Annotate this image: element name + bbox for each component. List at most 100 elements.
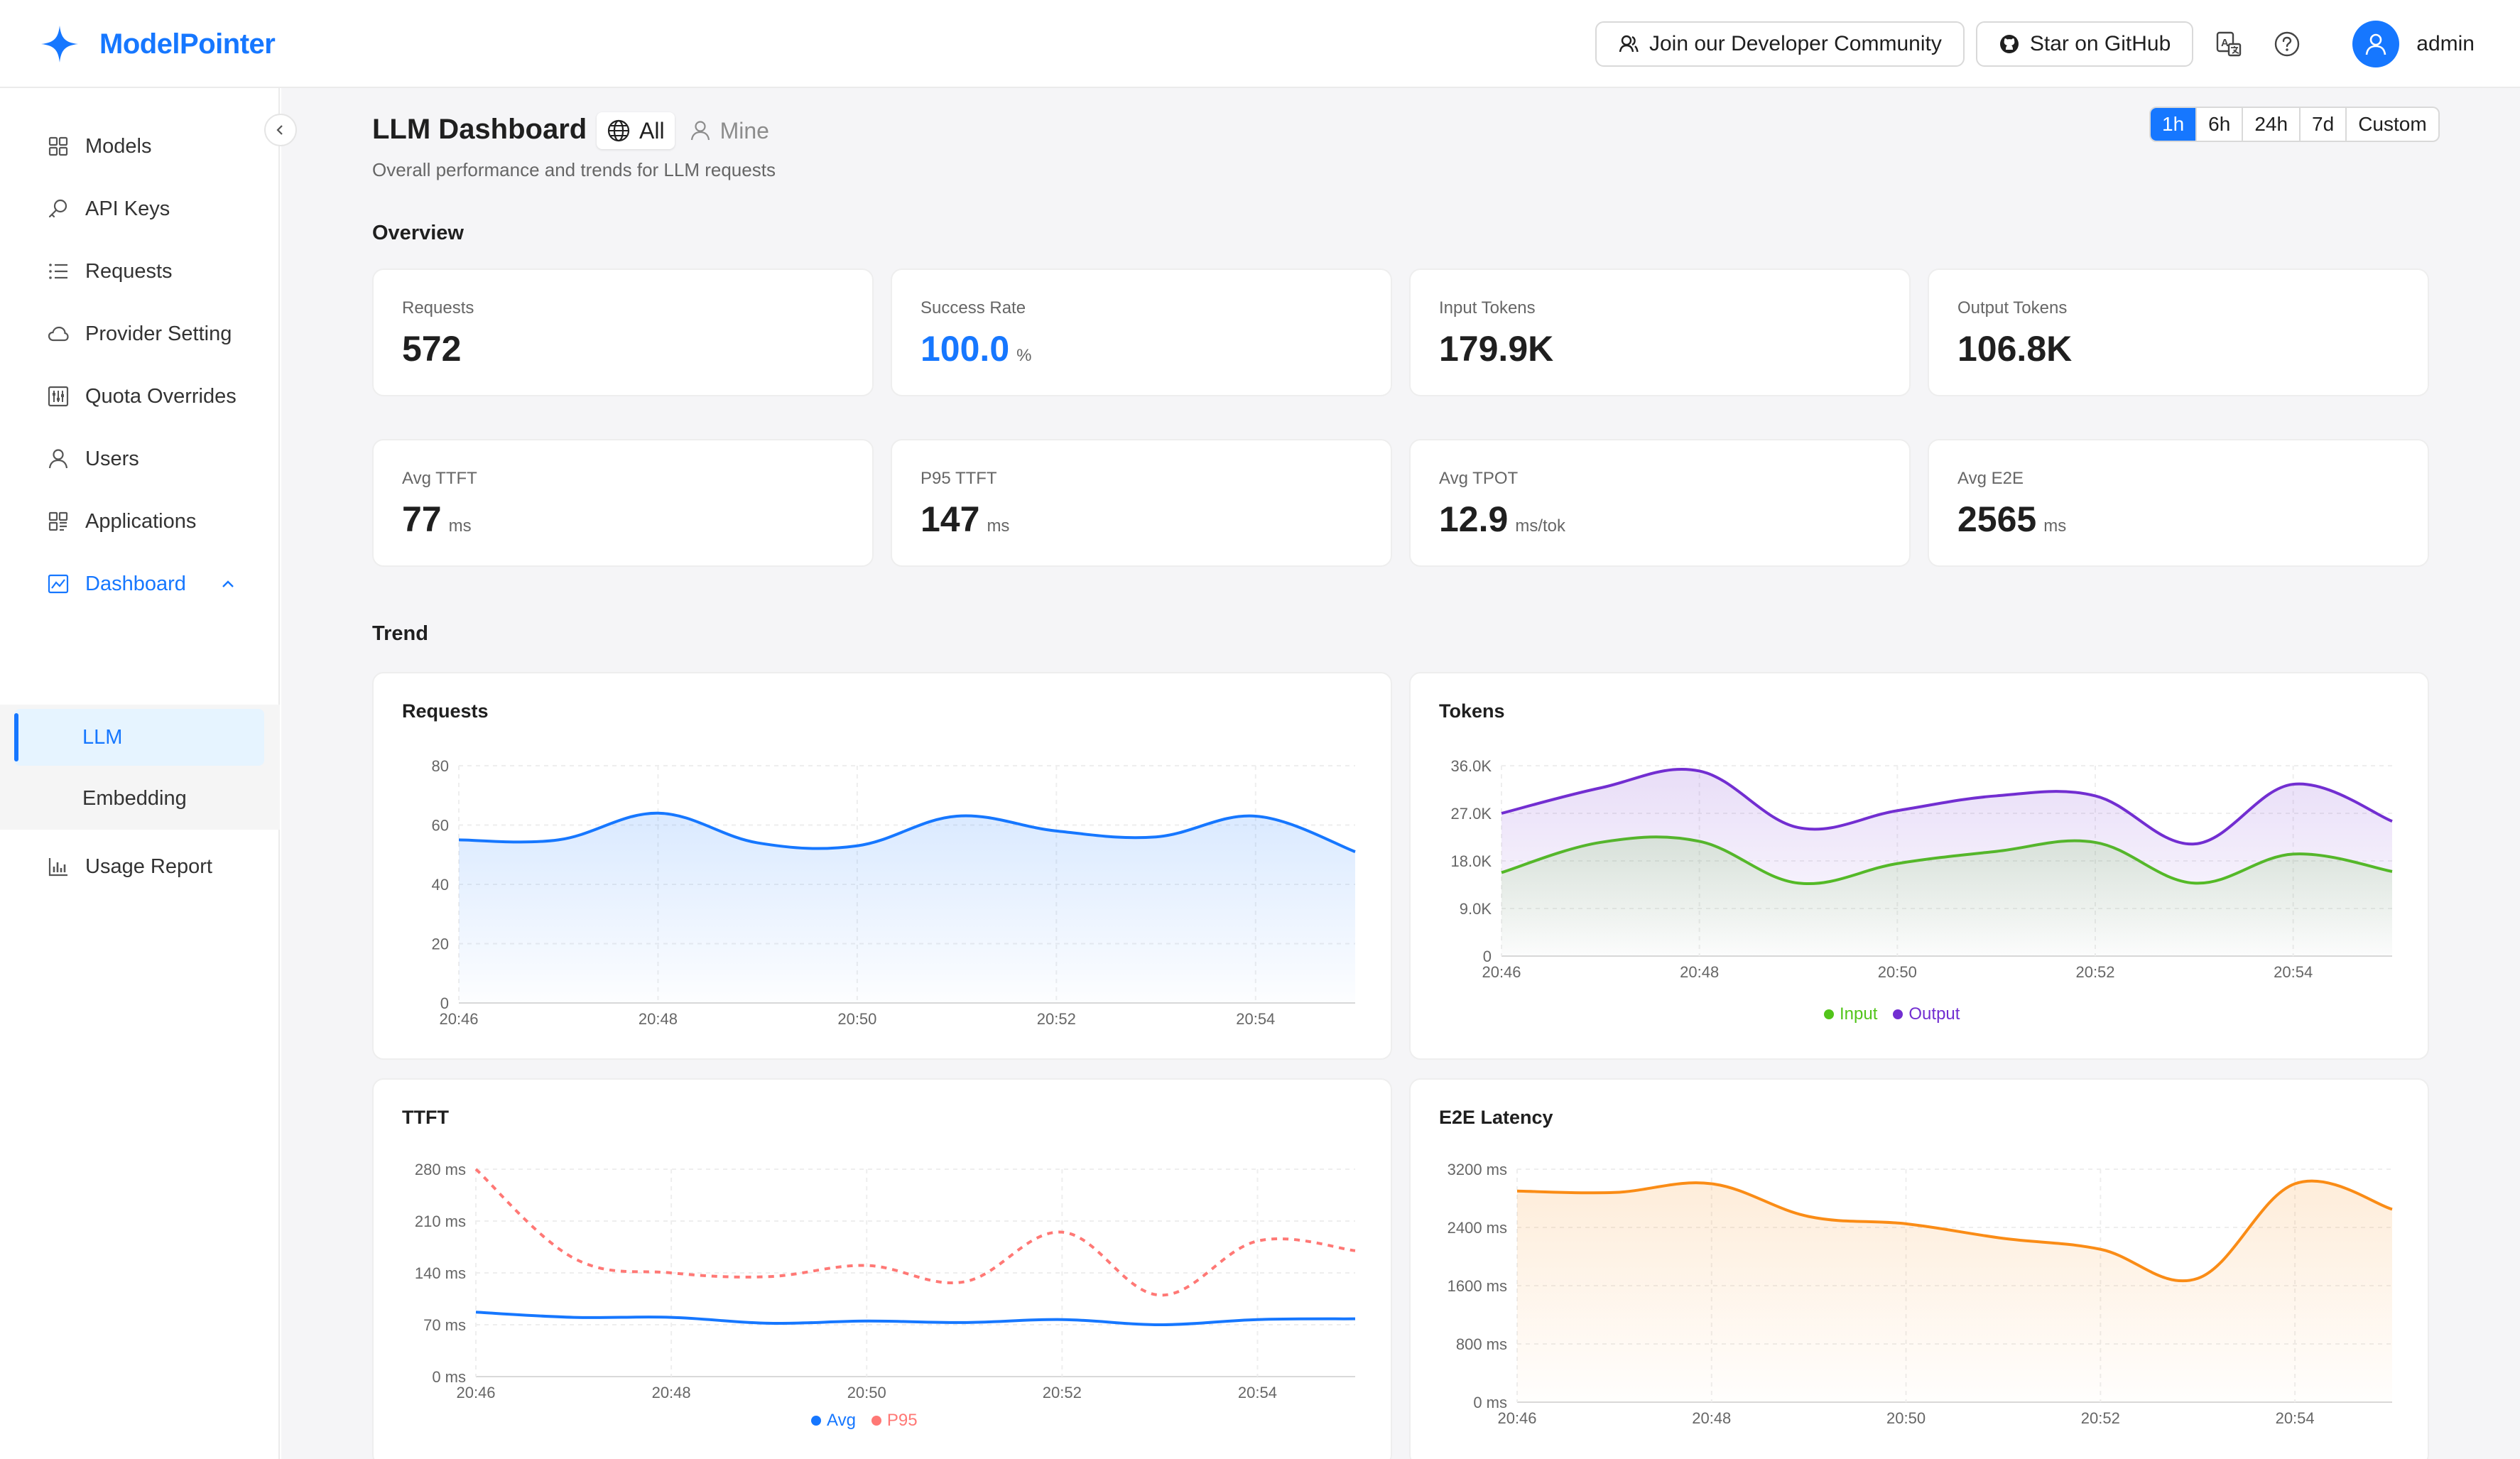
sidebar-item-requests[interactable]: Requests xyxy=(0,240,280,303)
sidebar-item-label: Requests xyxy=(85,259,173,283)
x-tick-label: 20:54 xyxy=(1238,1384,1277,1401)
stat-label: Avg E2E xyxy=(1957,469,2024,488)
scope-toggle: All Mine xyxy=(597,111,783,151)
sidebar-item-users[interactable]: Users xyxy=(0,428,280,490)
sidebar-item-dashboard[interactable]: Dashboard xyxy=(0,553,280,615)
sidebar-collapse-button[interactable] xyxy=(264,114,297,146)
stat-label: Avg TPOT xyxy=(1439,469,1519,488)
stat-value: 77 xyxy=(402,499,442,539)
chart-card-ttft: TTFT 0 ms 70 ms 140 ms 210 ms 280 ms 20:46 20:… xyxy=(372,1078,1392,1459)
legend-dot xyxy=(1893,1009,1903,1019)
stat-value: 12.9 xyxy=(1439,499,1509,539)
x-tick-label: 20:46 xyxy=(456,1384,495,1401)
x-tick-label: 20:52 xyxy=(2081,1409,2120,1427)
legend-label: Output xyxy=(1908,1004,1960,1024)
time-range-selector: 1h 6h 24h 7d Custom xyxy=(2149,107,2440,142)
e2e-latency-chart: 0 ms 800 ms 1600 ms 2400 ms 3200 ms 20:46 20:4… xyxy=(1448,1161,2393,1427)
y-tick-label: 0 ms xyxy=(1473,1394,1507,1411)
scope-all-label: All xyxy=(639,117,665,143)
top-actions: Join our Developer Community Star on Git… xyxy=(1584,20,2475,68)
chart-title: TTFT xyxy=(402,1107,449,1128)
stat-card-avg-e2e: Avg E2E 2565 ms xyxy=(1928,439,2429,567)
legend-item-output[interactable]: Output xyxy=(1893,1004,1960,1024)
stat-label: Success Rate xyxy=(920,298,1026,318)
x-tick-label: 20:52 xyxy=(2075,963,2114,981)
join-community-button[interactable]: Join our Developer Community xyxy=(1595,21,1965,67)
legend-label: Input xyxy=(1840,1004,1878,1024)
legend-item-input[interactable]: Input xyxy=(1824,1004,1877,1024)
range-7d-button[interactable]: 7d xyxy=(2299,108,2345,141)
legend-label: Avg xyxy=(827,1411,856,1430)
requests-chart: 0 20 40 60 80 20:46 20:48 20:50 20:52 20:54 xyxy=(432,757,1356,1028)
y-tick-label: 1600 ms xyxy=(1448,1277,1507,1295)
x-tick-label: 20:50 xyxy=(847,1384,886,1401)
translate-icon: A xyxy=(2217,31,2242,57)
x-tick-label: 20:52 xyxy=(1037,1010,1076,1028)
translate-button[interactable]: A xyxy=(2206,21,2252,67)
legend-item-avg[interactable]: Avg xyxy=(811,1411,856,1431)
user-icon xyxy=(48,449,68,469)
range-6h-button[interactable]: 6h xyxy=(2195,108,2242,141)
y-tick-label: 18.0K xyxy=(1451,852,1492,870)
range-custom-button[interactable]: Custom xyxy=(2345,108,2438,141)
globe-icon xyxy=(607,119,630,142)
stat-unit: ms xyxy=(2043,516,2067,536)
scope-all-button[interactable]: All xyxy=(597,112,675,149)
x-tick-label: 20:46 xyxy=(1482,963,1521,981)
github-star-button[interactable]: Star on GitHub xyxy=(1975,21,2194,67)
sidebar-item-provider-setting[interactable]: Provider Setting xyxy=(0,303,280,365)
sidebar-item-label: Provider Setting xyxy=(85,322,232,345)
sidebar-subitem-embedding[interactable]: Embedding xyxy=(0,770,280,827)
scope-mine-label: Mine xyxy=(719,117,769,143)
range-24h-button[interactable]: 24h xyxy=(2242,108,2299,141)
y-tick-label: 20 xyxy=(432,935,449,953)
community-icon xyxy=(1619,35,1639,53)
sidebar-item-label: Users xyxy=(85,447,139,470)
scope-mine-button[interactable]: Mine xyxy=(679,112,779,149)
y-tick-label: 70 ms xyxy=(423,1316,466,1334)
chevron-left-icon xyxy=(276,125,283,135)
ttft-chart: 0 ms 70 ms 140 ms 210 ms 280 ms 20:46 20:48 20:… xyxy=(415,1161,1356,1401)
legend-item-p95[interactable]: P95 xyxy=(871,1411,918,1431)
tokens-legend: Input Output xyxy=(1824,1004,1975,1024)
legend-label: P95 xyxy=(886,1411,918,1430)
top-bar: ModelPointer Join our Developer Communit… xyxy=(0,0,2520,88)
dashboard-icon xyxy=(48,574,69,594)
brand-name: ModelPointer xyxy=(99,28,276,60)
legend-dot xyxy=(871,1416,881,1426)
stat-unit: % xyxy=(1016,346,1032,365)
legend-dot xyxy=(811,1416,821,1426)
sparkle-logo-icon xyxy=(41,26,78,63)
sidebar-item-quota-overrides[interactable]: Quota Overrides xyxy=(0,365,280,428)
y-tick-label: 40 xyxy=(432,876,449,894)
sidebar-item-models[interactable]: Models xyxy=(0,115,280,178)
range-1h-button[interactable]: 1h xyxy=(2151,108,2196,141)
help-button[interactable] xyxy=(2264,21,2310,67)
y-tick-label: 0 xyxy=(440,994,449,1012)
stat-card-avg-ttft: Avg TTFT 77 ms xyxy=(372,439,874,567)
bar-chart-icon xyxy=(48,858,67,877)
y-tick-label: 36.0K xyxy=(1451,757,1492,775)
github-star-label: Star on GitHub xyxy=(2029,32,2171,55)
sidebar-item-applications[interactable]: Applications xyxy=(0,490,280,553)
x-tick-label: 20:48 xyxy=(1692,1409,1731,1427)
brand[interactable]: ModelPointer xyxy=(40,21,276,67)
avatar[interactable] xyxy=(2352,21,2400,67)
user-icon xyxy=(690,121,710,141)
sidebar-item-label: Models xyxy=(85,134,152,158)
stat-label: Output Tokens xyxy=(1957,298,2068,318)
sidebar-item-api-keys[interactable]: API Keys xyxy=(0,178,280,240)
user-name[interactable]: admin xyxy=(2416,32,2475,55)
help-icon xyxy=(2275,31,2300,57)
key-icon xyxy=(48,199,67,218)
y-tick-label: 60 xyxy=(432,817,449,835)
stat-unit: ms xyxy=(987,516,1010,536)
sidebar-item-usage-report[interactable]: Usage Report xyxy=(0,835,280,898)
y-tick-label: 0 ms xyxy=(432,1368,466,1386)
y-tick-label: 2400 ms xyxy=(1448,1219,1507,1237)
page-subtitle: Overall performance and trends for LLM r… xyxy=(372,159,776,180)
svg-text:A: A xyxy=(2221,37,2229,49)
sidebar-subitem-llm[interactable]: LLM xyxy=(14,709,264,766)
x-tick-label: 20:54 xyxy=(2274,963,2313,981)
